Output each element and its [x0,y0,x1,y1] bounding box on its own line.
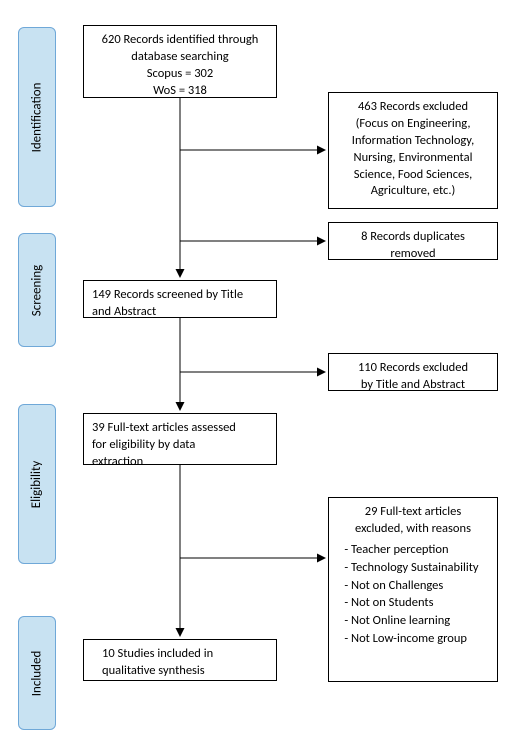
box-excluded-topic: 463 Records excluded (Focus on Engineeri… [328,92,498,209]
box-screened: 149 Records screened by Title and Abstra… [83,280,277,318]
stage-label-text: Included [30,650,45,696]
box-excluded-title: 110 Records excluded by Title and Abstra… [328,353,498,391]
stage-eligibility: Eligibility [18,404,56,564]
box-identified: 620 Records identified through database … [83,25,277,98]
box-duplicates: 8 Records duplicates removed [328,222,498,260]
stage-included: Included [18,616,56,730]
box-included: 10 Studies included in qualitative synth… [83,639,277,681]
stage-label-text: Eligibility [30,460,45,507]
exclusion-reasons-list: Teacher perception Technology Sustainabi… [337,542,489,648]
stage-screening: Screening [18,233,56,347]
box-excluded-fulltext: 29 Full-text articles excluded, with rea… [328,497,498,682]
box-fulltext: 39 Full-text articles assessed for eligi… [83,413,277,465]
stage-identification: Identification [18,27,56,207]
stage-label-text: Screening [30,264,45,316]
stage-label-text: Identification [30,82,45,152]
